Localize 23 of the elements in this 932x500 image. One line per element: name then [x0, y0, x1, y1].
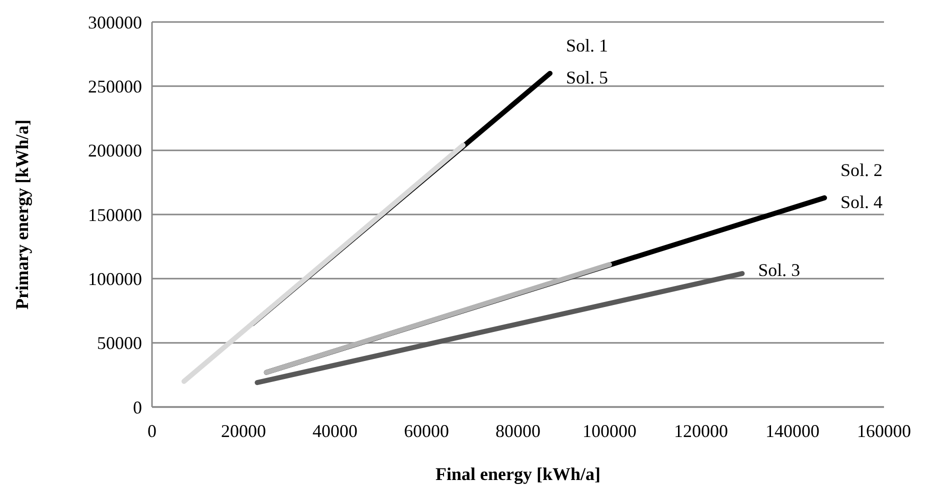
x-tick-label: 40000	[312, 421, 358, 441]
y-tick-label: 50000	[97, 333, 142, 354]
y-tick-label: 200000	[88, 140, 142, 161]
annotation: Sol. 5	[566, 68, 608, 88]
x-tick-label: 140000	[766, 421, 820, 441]
annotation: Sol. 4	[840, 192, 883, 212]
y-axis-title: Primary energy [kWh/a]	[12, 120, 32, 310]
y-tick-label: 150000	[88, 204, 142, 225]
x-tick-label: 60000	[404, 421, 449, 441]
x-tick-label: 100000	[582, 421, 636, 441]
x-axis-title: Final energy [kWh/a]	[436, 464, 600, 484]
y-tick-label: 0	[133, 397, 142, 418]
x-tick-label: 160000	[857, 421, 911, 441]
annotation: Sol. 1	[566, 36, 608, 56]
x-tick-label: 80000	[496, 421, 540, 441]
annotation: Sol. 3	[758, 260, 800, 280]
y-tick-label: 250000	[88, 76, 142, 96]
annotation: Sol. 2	[840, 160, 883, 180]
y-tick-label: 300000	[88, 12, 142, 32]
x-tick-label: 0	[148, 421, 156, 441]
x-tick-label: 20000	[221, 421, 266, 441]
x-tick-label: 120000	[674, 421, 728, 441]
y-tick-label: 100000	[88, 268, 142, 289]
